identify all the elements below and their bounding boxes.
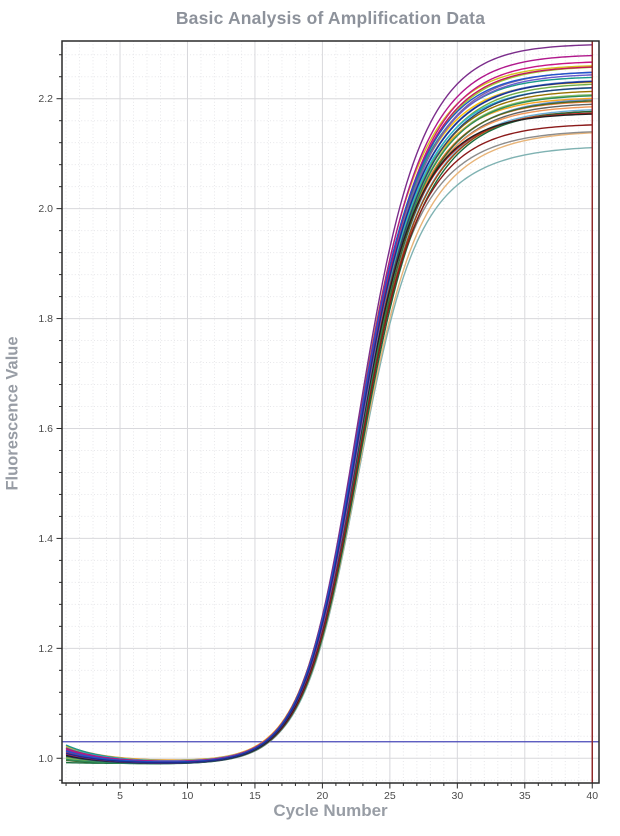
y-tick-label: 1.6 <box>38 423 53 435</box>
x-tick-label: 5 <box>117 790 123 802</box>
y-tick-label: 1.8 <box>38 313 53 325</box>
x-tick-label: 30 <box>451 790 463 802</box>
y-tick-label: 1.4 <box>38 533 53 545</box>
y-axis-label: Fluorescence Value <box>3 336 22 491</box>
chart-title: Basic Analysis of Amplification Data <box>175 8 486 28</box>
x-tick-label: 35 <box>519 790 531 802</box>
x-tick-label: 25 <box>384 790 396 802</box>
x-tick-label: 10 <box>182 790 194 802</box>
x-tick-label: 40 <box>586 790 598 802</box>
x-tick-label: 15 <box>249 790 261 802</box>
y-tick-label: 2.0 <box>38 203 53 215</box>
y-tick-label: 1.0 <box>38 753 53 765</box>
y-tick-label: 2.2 <box>38 93 53 105</box>
plot-background <box>62 41 599 783</box>
plot-frame <box>61 40 600 784</box>
amplification-curve <box>65 80 593 764</box>
y-tick-label: 1.2 <box>38 643 53 655</box>
x-axis-label: Cycle Number <box>273 801 388 820</box>
x-tick-label: 20 <box>317 790 329 802</box>
